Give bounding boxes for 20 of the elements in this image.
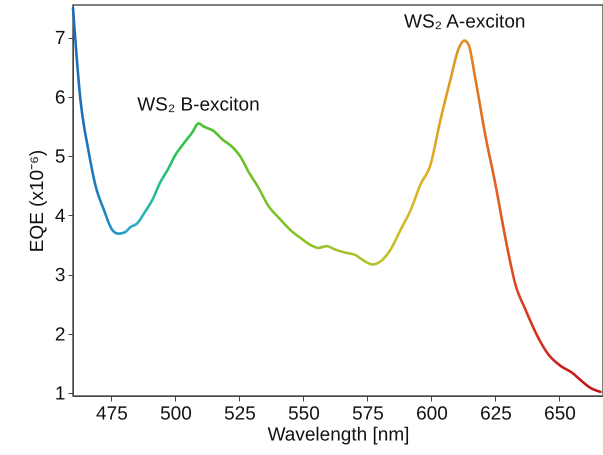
annotation: WS₂ B-exciton: [137, 94, 260, 116]
annotation: WS₂ A-exciton: [404, 12, 526, 33]
x-tick-label: 600: [416, 404, 448, 424]
line-series: [72, 6, 602, 394]
x-tick-label: 525: [224, 404, 256, 424]
x-tick-label: 550: [288, 404, 320, 424]
y-tick-label: 3: [54, 265, 66, 286]
y-tick-label: 6: [54, 87, 66, 108]
x-tick-label: 500: [160, 404, 192, 424]
y-tick-label: 5: [54, 146, 66, 168]
x-tick-label: 475: [96, 404, 128, 424]
x-tick-label: 575: [352, 404, 384, 424]
y-tick-label: 4: [54, 206, 66, 227]
y-tick-label: 1: [54, 384, 66, 405]
y-tick-label: 7: [54, 28, 66, 50]
x-tick-label: 625: [480, 404, 512, 424]
x-tick-label: 650: [544, 404, 576, 424]
x-axis-title: Wavelength [nm]: [268, 424, 410, 446]
y-axis-title: EQE (x10⁻⁶): [26, 150, 48, 252]
y-tick-label: 2: [54, 324, 66, 346]
